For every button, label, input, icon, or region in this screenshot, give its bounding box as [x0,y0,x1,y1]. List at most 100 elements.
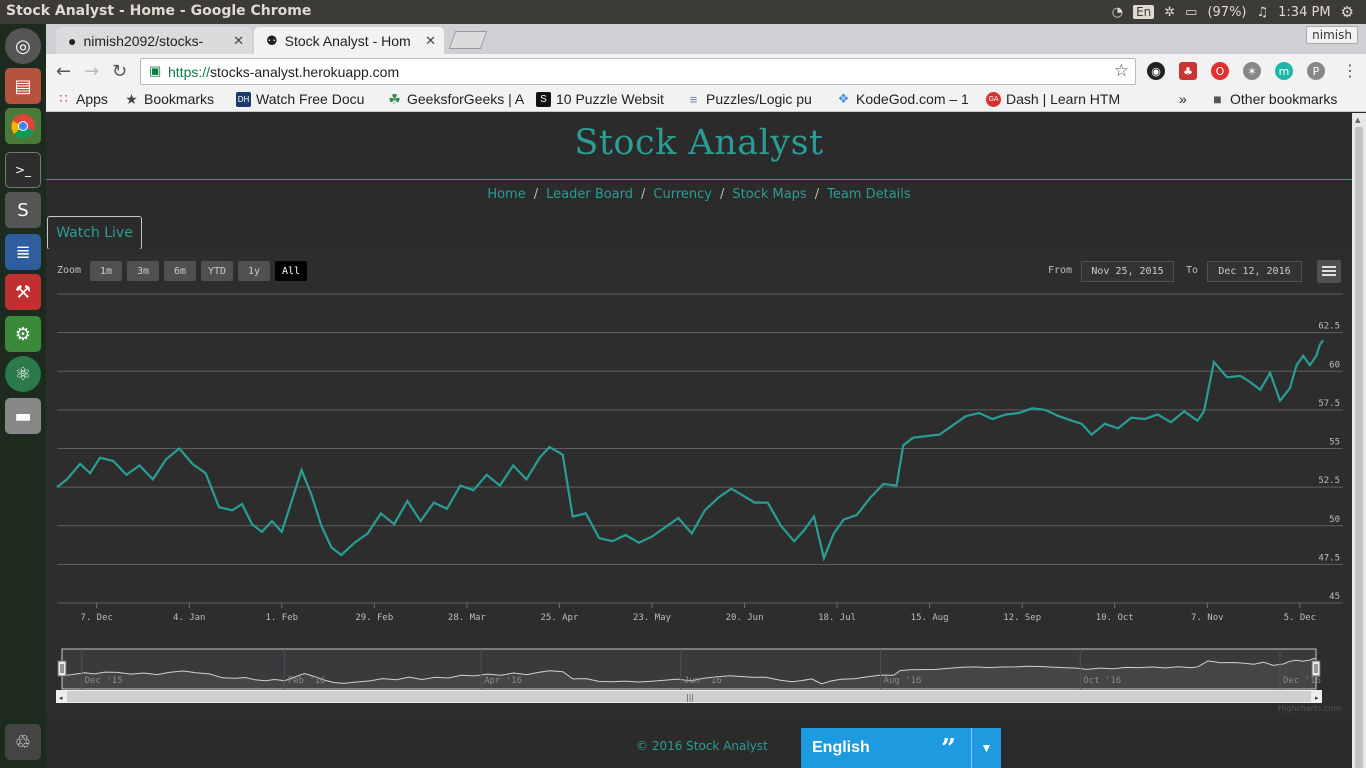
header-divider [46,179,1352,180]
bookmark-star-icon[interactable]: ☆ [1113,61,1129,80]
bug-icon[interactable]: ✶ [1243,62,1261,80]
nav-link-team-details[interactable]: Team Details [827,187,911,202]
gfg-icon: ☘ [388,91,401,107]
bookmark-kodegod[interactable]: ❖ KodeGod.com – 1 [837,91,969,107]
x-tick-label: 1. Feb [266,613,299,623]
opera-icon[interactable]: O [1211,62,1229,80]
nav-link-home[interactable]: Home [487,187,526,202]
scrollbar-thumb[interactable] [1355,127,1363,768]
bookmark-geeksforgeeks[interactable]: ☘ GeeksforGeeks | A [388,91,525,107]
volume-icon[interactable]: ♫ [1256,4,1269,20]
chart-menu-button[interactable] [1317,260,1341,283]
lock-icon[interactable]: ▣ [149,63,162,78]
zoom-button-3m[interactable]: 3m [127,261,159,281]
window-title: Stock Analyst - Home - Google Chrome [6,3,312,19]
dropdown-arrow-icon[interactable]: ▼ [971,728,1001,768]
zoom-button-1y[interactable]: 1y [238,261,270,281]
navigator-label: Apr '16 [484,676,522,686]
zoom-button-1m[interactable]: 1m [90,261,122,281]
wifi-icon[interactable]: ◔ [1111,4,1124,20]
android-studio-icon[interactable]: ⚙ [5,316,41,352]
nav-separator: / [533,187,539,202]
page-scrollbar[interactable]: ▲ [1352,113,1366,768]
y-tick-label: 50 [1329,515,1340,525]
settings-gear-icon[interactable]: ⚙ [1340,3,1354,21]
navigator-label: Jun '16 [684,676,722,686]
bluetooth-icon[interactable]: ✲ [1164,4,1176,20]
text-editor-icon[interactable]: ≣ [5,234,41,270]
nav-separator: / [720,187,725,202]
nav-link-currency[interactable]: Currency [653,187,712,202]
atom-icon[interactable]: ⚛ [5,356,41,392]
zoom-button-all[interactable]: All [275,261,307,281]
extension-circle-icon[interactable]: ◉ [1147,62,1165,80]
x-tick-label: 7. Nov [1191,613,1224,623]
nav-separator: / [814,187,820,202]
files-icon[interactable]: ▤ [5,68,41,104]
close-tab-icon[interactable]: ✕ [425,32,436,48]
chrome-icon[interactable] [5,108,41,144]
back-arrow-icon[interactable]: ← [56,61,72,82]
disk-drive-icon[interactable]: ▬ [5,398,41,434]
zoom-button-ytd[interactable]: YTD [201,261,233,281]
extension-m-icon[interactable]: m [1275,62,1293,80]
tab-label: nimish2092/stocks- [83,32,204,49]
extension-puzzle-icon[interactable]: ♣ [1179,62,1197,80]
scroll-up-icon[interactable]: ▲ [1355,116,1361,124]
watch-live-button[interactable]: Watch Live [47,216,142,250]
language-selector[interactable]: English ” ▼ [801,728,1001,768]
terminal-icon[interactable]: >_ [5,152,41,188]
nav-link-leader-board[interactable]: Leader Board [546,187,634,202]
navigator-label: Dec '15 [85,676,123,686]
reload-icon[interactable]: ↻ [112,61,128,82]
profile-button[interactable]: nimish [1306,26,1358,44]
navigator-label: Aug '16 [884,676,922,686]
nav-link-stock-maps[interactable]: Stock Maps [732,187,807,202]
forward-arrow-icon[interactable]: → [84,61,100,82]
ga-icon: GA [986,91,1001,107]
zoom-button-6m[interactable]: 6m [164,261,196,281]
language-label: English [812,739,870,756]
bookmark-watch-free-docu[interactable]: DH Watch Free Docu [236,91,365,107]
sublime-text-icon[interactable]: S [5,192,41,228]
to-date-input[interactable]: Dec 12, 2016 [1207,261,1302,282]
tab-github[interactable]: ● nimish2092/stocks- ✕ [56,27,252,54]
y-tick-label: 57.5 [1318,399,1340,409]
clock[interactable]: 1:34 PM [1278,4,1331,20]
navigator-mask [61,648,1317,690]
extension-p-icon[interactable]: P [1307,62,1325,80]
navigator-label: Oct '16 [1083,676,1121,686]
from-date-input[interactable]: Nov 25, 2015 [1081,261,1174,282]
battery-percent[interactable]: (97%) [1207,4,1247,20]
close-tab-icon[interactable]: ✕ [233,32,244,48]
y-tick-label: 45 [1329,592,1340,602]
system-tray: ◔ En ✲ ▭ (97%) ♫ 1:34 PM ⚙ [1112,0,1366,24]
tab-stock-analyst[interactable]: ⚉ Stock Analyst - Hom ✕ [254,27,444,54]
zoom-label: Zoom [57,265,82,276]
address-bar[interactable]: ▣ https://stocks-analyst.herokuapp.com ☆ [140,58,1136,85]
keyboard-language-indicator[interactable]: En [1133,5,1155,19]
trash-icon[interactable]: ♲ [5,724,41,760]
star-icon: ★ [125,91,138,107]
bookmark-10-puzzle[interactable]: S 10 Puzzle Websit [536,91,674,107]
bookmark-puzzles-logic[interactable]: ≡ Puzzles/Logic pu [686,91,824,107]
system-tools-icon[interactable]: ⚒ [5,274,41,310]
bookmark-apps[interactable]: ∷ Apps [56,91,108,107]
bookmark-other-bookmarks[interactable]: ■ Other bookmarks [1210,91,1337,107]
navigator-scroll-grip-icon: ||| [686,693,694,702]
new-tab-button[interactable] [448,31,488,49]
navigator-scroll-left-icon: ◂ [59,694,63,702]
chrome-menu-icon[interactable]: ⋮ [1342,61,1358,80]
bookmark-dash[interactable]: GA Dash | Learn HTM [986,91,1124,107]
github-icon: ● [68,32,77,49]
ubuntu-dash-icon[interactable]: ◎ [5,28,41,64]
bookmarks-overflow-chevron[interactable]: » [1179,91,1187,107]
url-text[interactable]: https://stocks-analyst.herokuapp.com [168,64,400,80]
site-title[interactable]: Stock Analyst [574,123,824,163]
navigator-label: Feb '16 [288,676,326,686]
y-tick-label: 60 [1329,360,1340,370]
chart-svg: 45 47.5 50 52.5 55 57.5 60 62.5 7. Dec 4. Jan 1. F… [56,293,1343,713]
s-icon: S [536,91,551,107]
bookmark-bookmarks[interactable]: ★ Bookmarks [125,91,215,107]
battery-icon[interactable]: ▭ [1185,4,1198,20]
